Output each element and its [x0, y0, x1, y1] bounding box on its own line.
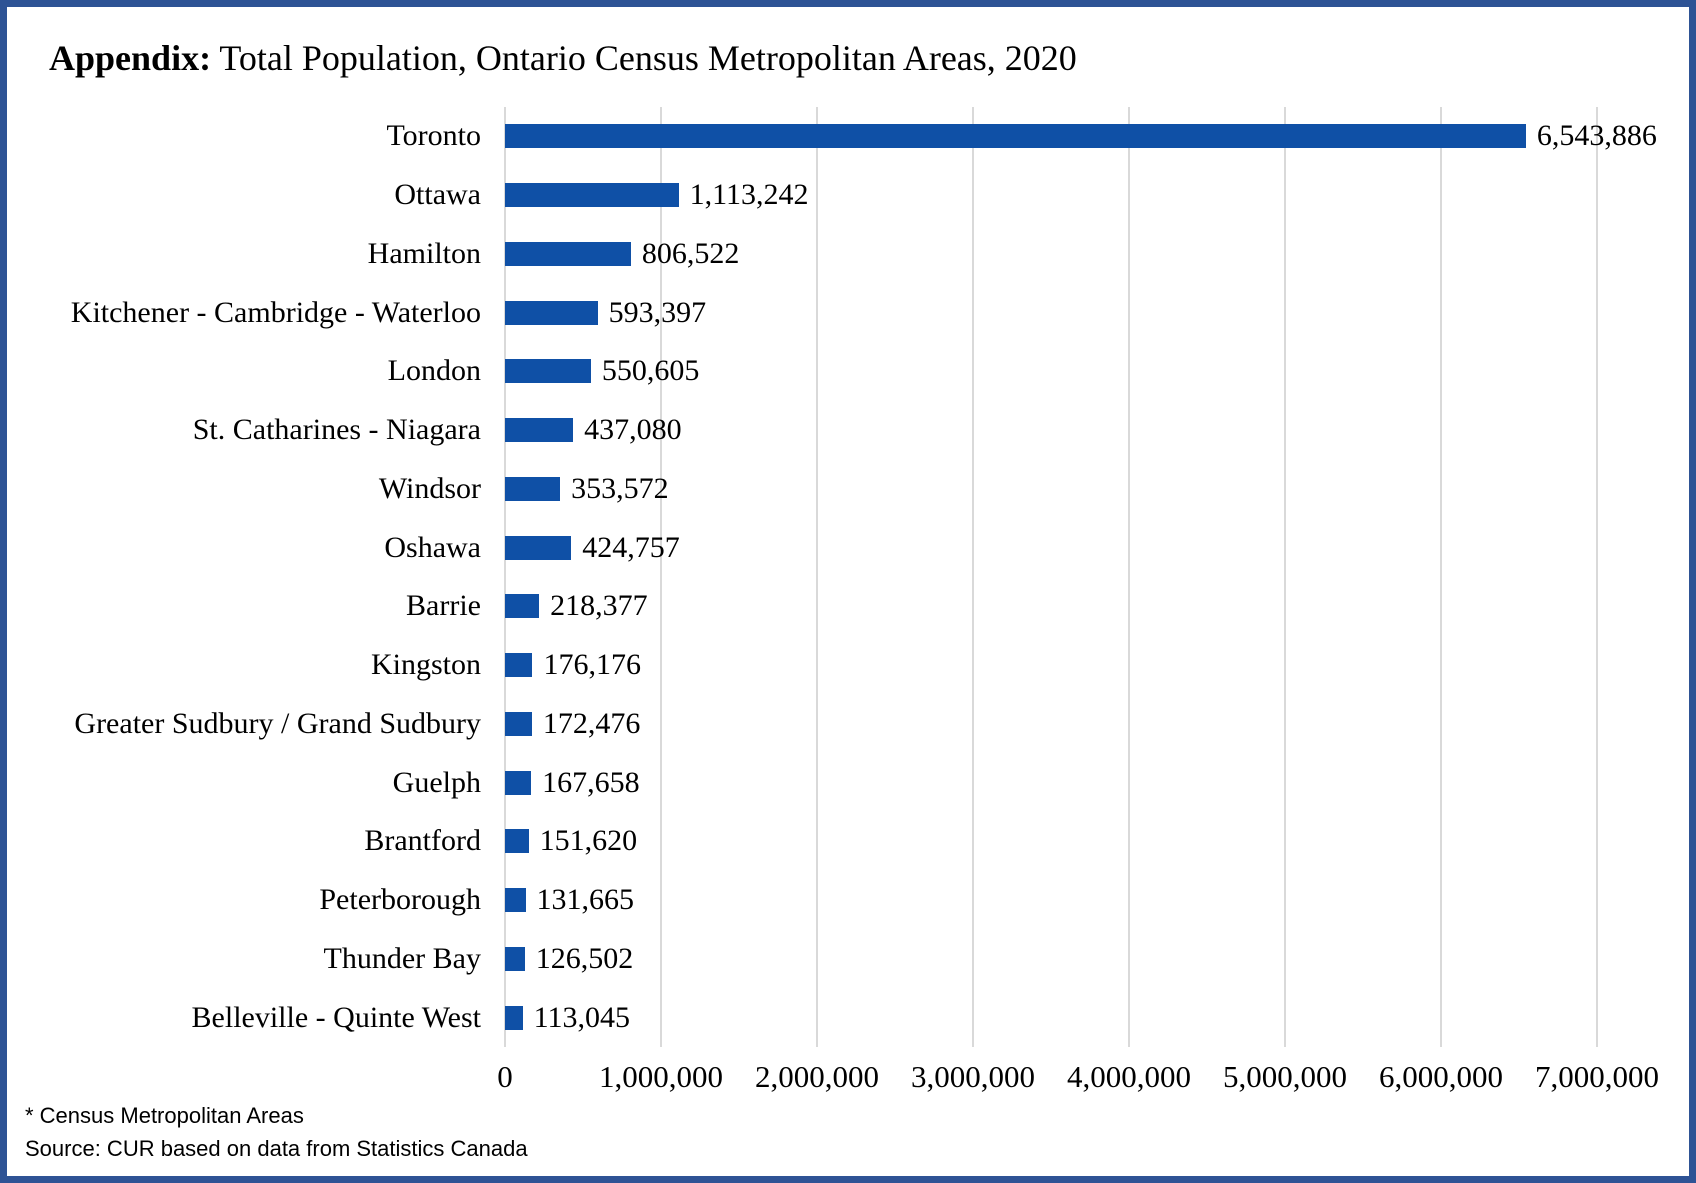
value-label: 218,377 [550, 589, 648, 623]
footnotes: * Census Metropolitan Areas Source: CUR … [25, 1099, 528, 1165]
category-label: Belleville - Quinte West [191, 1000, 481, 1034]
footnote-cma: * Census Metropolitan Areas [25, 1103, 304, 1128]
category-label: Ottawa [394, 178, 481, 212]
x-tick-label: 7,000,000 [1535, 1059, 1659, 1094]
gridline [1596, 107, 1598, 1047]
category-label: Kingston [370, 648, 481, 682]
bar [505, 535, 572, 560]
x-axis: 0 1,000,000 2,000,000 3,000,000 4,000,000 5,0… [7, 1059, 1689, 1103]
gridline [1284, 107, 1286, 1047]
category-label: Windsor [378, 471, 481, 505]
category-label: London [387, 354, 481, 388]
value-label: 6,543,886 [1536, 119, 1657, 153]
category-label: Greater Sudbury / Grand Sudbury [74, 706, 481, 740]
bar [505, 653, 533, 678]
gridline [1128, 107, 1130, 1047]
gridline [972, 107, 974, 1047]
value-label: 167,658 [542, 765, 640, 799]
bar [505, 888, 526, 913]
bar [505, 594, 540, 619]
value-label: 172,476 [542, 706, 641, 740]
bar [505, 711, 532, 736]
value-label: 176,176 [543, 648, 641, 682]
gridline [1440, 107, 1442, 1047]
value-label: 806,522 [641, 236, 740, 270]
x-tick-label: 6,000,000 [1379, 1059, 1503, 1094]
x-tick-label: 2,000,000 [755, 1059, 879, 1094]
category-label: Guelph [392, 765, 481, 799]
category-label: Oshawa [384, 530, 481, 564]
category-label: Peterborough [319, 883, 481, 917]
x-tick-label: 5,000,000 [1223, 1059, 1347, 1094]
x-tick-label: 3,000,000 [911, 1059, 1035, 1094]
bar [505, 241, 631, 266]
gridline [660, 107, 662, 1047]
footnote-source: Source: CUR based on data from Statistic… [25, 1136, 528, 1161]
value-label: 437,080 [584, 413, 682, 447]
chart-title: Appendix: Total Population, Ontario Cens… [49, 37, 1077, 79]
value-label: 113,045 [533, 1000, 631, 1034]
chart-title-prefix: Appendix: [49, 38, 212, 78]
bar [505, 300, 598, 325]
category-label: St. Catharines - Niagara [192, 413, 481, 447]
bar [505, 829, 529, 854]
category-label: Barrie [406, 589, 481, 623]
x-tick-label: 4,000,000 [1067, 1059, 1191, 1094]
plot-area: 6,543,886 1,113,242 806,522 593,397 550,605 4… [504, 107, 1657, 1047]
value-label: 593,397 [608, 295, 707, 329]
value-label: 131,665 [536, 883, 635, 917]
chart-title-text: Total Population, Ontario Census Metropo… [211, 38, 1077, 78]
category-label: Brantford [364, 824, 481, 858]
value-label: 126,502 [535, 941, 634, 975]
value-label: 1,113,242 [689, 178, 809, 212]
bar [505, 418, 574, 443]
gridline [816, 107, 818, 1047]
category-label: Thunder Bay [323, 941, 481, 975]
category-label: Hamilton [367, 236, 481, 270]
value-label: 424,757 [582, 530, 680, 564]
x-tick-label: 0 [497, 1059, 513, 1094]
category-label: Kitchener - Cambridge - Waterloo [70, 295, 481, 329]
bar [505, 1005, 523, 1030]
bar [505, 359, 591, 384]
gridline [504, 107, 506, 1047]
bar [505, 770, 532, 795]
bar [505, 183, 679, 208]
value-label: 151,620 [539, 824, 638, 858]
x-tick-label: 1,000,000 [599, 1059, 723, 1094]
bar [505, 476, 561, 501]
y-axis-category-labels: Toronto Ottawa Hamilton Kitchener - Cambrid… [7, 107, 481, 1047]
bar [505, 946, 525, 971]
value-label: 550,605 [601, 354, 700, 388]
value-label: 353,572 [571, 471, 669, 505]
category-label: Toronto [386, 119, 481, 153]
bar [505, 124, 1526, 149]
